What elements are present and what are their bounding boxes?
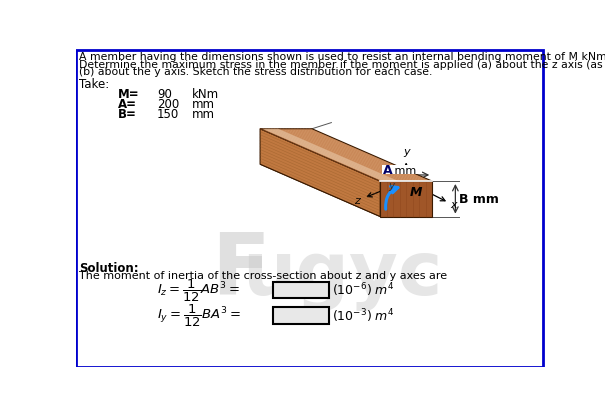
Text: mm: mm bbox=[391, 165, 416, 175]
Text: ugyc: ugyc bbox=[242, 237, 443, 310]
Text: 200: 200 bbox=[157, 98, 179, 111]
Text: kNm: kNm bbox=[192, 88, 219, 101]
Text: A member having the dimensions shown is used to resist an internal bending momen: A member having the dimensions shown is … bbox=[79, 52, 605, 62]
Text: y: y bbox=[403, 147, 410, 157]
Text: F: F bbox=[211, 228, 270, 311]
Text: A=: A= bbox=[118, 98, 137, 111]
FancyArrowPatch shape bbox=[385, 187, 398, 210]
Text: (b) about the y axis. Sketch the stress distribution for each case.: (b) about the y axis. Sketch the stress … bbox=[79, 67, 432, 77]
Text: The moment of inertia of the cross-section about z and y axes are: The moment of inertia of the cross-secti… bbox=[79, 270, 447, 280]
Polygon shape bbox=[260, 129, 380, 217]
Text: z: z bbox=[354, 195, 359, 205]
Text: Solution:: Solution: bbox=[79, 261, 139, 275]
Polygon shape bbox=[260, 165, 432, 217]
Polygon shape bbox=[380, 182, 432, 217]
Bar bbox=[273, 282, 329, 299]
Text: $(10^{-3})\;m^4$: $(10^{-3})\;m^4$ bbox=[332, 306, 394, 324]
Text: A: A bbox=[384, 164, 393, 177]
Text: B=: B= bbox=[118, 108, 137, 121]
Text: mm: mm bbox=[192, 98, 215, 111]
Text: y: y bbox=[388, 180, 394, 190]
Text: Determine the maximum stress in the member if the moment is applied (a) about th: Determine the maximum stress in the memb… bbox=[79, 59, 605, 69]
Text: x: x bbox=[450, 200, 457, 210]
Text: mm: mm bbox=[192, 108, 215, 121]
Text: B mm: B mm bbox=[459, 193, 499, 206]
Bar bbox=[273, 308, 329, 324]
Polygon shape bbox=[263, 129, 398, 182]
Text: 150: 150 bbox=[157, 108, 179, 121]
Text: Take:: Take: bbox=[79, 78, 109, 91]
Text: $(10^{-6})\;m^4$: $(10^{-6})\;m^4$ bbox=[332, 281, 394, 299]
Text: $I_z = \dfrac{1}{12}AB^3 = $: $I_z = \dfrac{1}{12}AB^3 = $ bbox=[157, 277, 240, 303]
Text: M: M bbox=[409, 185, 422, 198]
Text: $I_y = \dfrac{1}{12}BA^3 = $: $I_y = \dfrac{1}{12}BA^3 = $ bbox=[157, 302, 241, 328]
Bar bbox=[382, 166, 422, 175]
Text: M=: M= bbox=[118, 88, 140, 101]
Text: 90: 90 bbox=[157, 88, 172, 101]
Polygon shape bbox=[260, 129, 432, 182]
